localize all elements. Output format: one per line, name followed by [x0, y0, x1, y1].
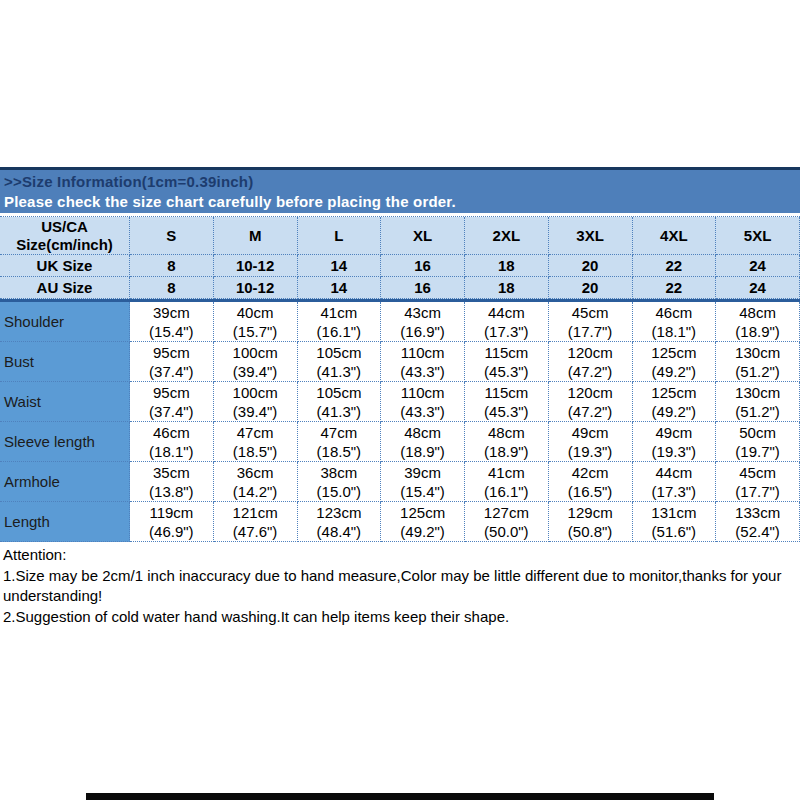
- measurement-cell: 131cm(51.6"): [633, 502, 717, 542]
- region-size-value: 18: [465, 277, 549, 299]
- region-size-value: 22: [633, 277, 717, 299]
- measurement-cell: 48cm(18.9"): [716, 302, 800, 342]
- measurement-cell: 127cm(50.0"): [465, 502, 549, 542]
- measurement-cell: 130cm(51.2"): [716, 382, 800, 422]
- measurement-cell: 45cm(17.7"): [716, 462, 800, 502]
- measurement-cell: 41cm(16.1"): [465, 462, 549, 502]
- measurement-row-label: Armhole: [0, 462, 130, 502]
- size-info-title: >>Size Information(1cm=0.39inch): [4, 172, 800, 192]
- region-size-value: 22: [633, 255, 717, 277]
- measurement-cell: 46cm(18.1"): [633, 302, 717, 342]
- size-column-header: S: [130, 217, 214, 255]
- measurement-cell: 47cm(18.5"): [214, 422, 298, 462]
- region-size-value: 14: [298, 255, 382, 277]
- measurement-cell: 100cm(39.4"): [214, 382, 298, 422]
- region-size-value: 14: [298, 277, 382, 299]
- size-column-header: 4XL: [633, 217, 717, 255]
- attention-heading: Attention:: [3, 545, 797, 566]
- attention-section: Attention: 1.Size may be 2cm/1 inch inac…: [3, 545, 797, 627]
- region-row-label: UK Size: [0, 255, 130, 277]
- measurement-cell: 121cm(47.6"): [214, 502, 298, 542]
- measurement-cell: 35cm(13.8"): [130, 462, 214, 502]
- measurement-cell: 115cm(45.3"): [465, 342, 549, 382]
- region-row-label: AU Size: [0, 277, 130, 299]
- measurement-cell: 105cm(41.3"): [298, 382, 382, 422]
- measurement-cell: 125cm(49.2"): [381, 502, 465, 542]
- size-column-header: 5XL: [716, 217, 800, 255]
- region-size-value: 20: [549, 277, 633, 299]
- measurement-cell: 100cm(39.4"): [214, 342, 298, 382]
- size-column-header: M: [214, 217, 298, 255]
- region-size-value: 16: [381, 277, 465, 299]
- measurement-cell: 50cm(19.7"): [716, 422, 800, 462]
- region-size-value: 24: [716, 255, 800, 277]
- region-size-value: 10-12: [214, 277, 298, 299]
- measurement-cell: 120cm(47.2"): [549, 382, 633, 422]
- measurement-cell: 44cm(17.3"): [633, 462, 717, 502]
- measurement-row-label: Shoulder: [0, 302, 130, 342]
- measurement-cell: 43cm(16.9"): [381, 302, 465, 342]
- attention-note: 2.Suggestion of cold water hand washing.…: [3, 607, 797, 628]
- measurement-cell: 95cm(37.4"): [130, 342, 214, 382]
- measurement-row-label: Bust: [0, 342, 130, 382]
- size-column-header: XL: [381, 217, 465, 255]
- measurement-cell: 49cm(19.3"): [633, 422, 717, 462]
- measurement-cell: 45cm(17.7"): [549, 302, 633, 342]
- size-info-subtitle: Please check the size chart carefully be…: [4, 192, 800, 212]
- measurement-cell: 125cm(49.2"): [633, 342, 717, 382]
- measurement-cell: 39cm(15.4"): [130, 302, 214, 342]
- bottom-bar: [86, 793, 714, 800]
- measurement-cell: 47cm(18.5"): [298, 422, 382, 462]
- attention-note: 1.Size may be 2cm/1 inch inaccuracy due …: [3, 566, 797, 607]
- region-size-value: 10-12: [214, 255, 298, 277]
- measurement-cell: 119cm(46.9"): [130, 502, 214, 542]
- size-table: US/CASize(cm/inch)SMLXL2XL3XL4XL5XL UK Si…: [0, 216, 800, 542]
- measurement-cell: 49cm(19.3"): [549, 422, 633, 462]
- measurement-row-label: Waist: [0, 382, 130, 422]
- measurement-cell: 41cm(16.1"): [298, 302, 382, 342]
- measurement-cell: 123cm(48.4"): [298, 502, 382, 542]
- measurement-cell: 133cm(52.4"): [716, 502, 800, 542]
- region-size-value: 8: [130, 255, 214, 277]
- measurement-row-label: Sleeve length: [0, 422, 130, 462]
- region-size-value: 18: [465, 255, 549, 277]
- size-column-header: 2XL: [465, 217, 549, 255]
- measurement-cell: 105cm(41.3"): [298, 342, 382, 382]
- measurement-cell: 120cm(47.2"): [549, 342, 633, 382]
- measurement-cell: 95cm(37.4"): [130, 382, 214, 422]
- size-chart-image: >>Size Information(1cm=0.39inch) Please …: [0, 0, 800, 800]
- measurement-cell: 130cm(51.2"): [716, 342, 800, 382]
- corner-header-cell: US/CASize(cm/inch): [0, 217, 130, 255]
- measurement-cell: 40cm(15.7"): [214, 302, 298, 342]
- size-column-header: L: [298, 217, 382, 255]
- measurement-cell: 42cm(16.5"): [549, 462, 633, 502]
- size-column-header: 3XL: [549, 217, 633, 255]
- measurement-cell: 39cm(15.4"): [381, 462, 465, 502]
- measurement-cell: 48cm(18.9"): [381, 422, 465, 462]
- region-size-value: 8: [130, 277, 214, 299]
- measurement-cell: 110cm(43.3"): [381, 342, 465, 382]
- region-size-value: 16: [381, 255, 465, 277]
- region-size-value: 20: [549, 255, 633, 277]
- measurement-row-label: Length: [0, 502, 130, 542]
- measurement-cell: 36cm(14.2"): [214, 462, 298, 502]
- measurement-cell: 38cm(15.0"): [298, 462, 382, 502]
- measurement-cell: 46cm(18.1"): [130, 422, 214, 462]
- measurement-cell: 115cm(45.3"): [465, 382, 549, 422]
- measurement-cell: 44cm(17.3"): [465, 302, 549, 342]
- measurement-cell: 129cm(50.8"): [549, 502, 633, 542]
- size-info-header: >>Size Information(1cm=0.39inch) Please …: [0, 167, 800, 213]
- measurement-cell: 125cm(49.2"): [633, 382, 717, 422]
- measurement-cell: 48cm(18.9"): [465, 422, 549, 462]
- region-size-value: 24: [716, 277, 800, 299]
- measurement-cell: 110cm(43.3"): [381, 382, 465, 422]
